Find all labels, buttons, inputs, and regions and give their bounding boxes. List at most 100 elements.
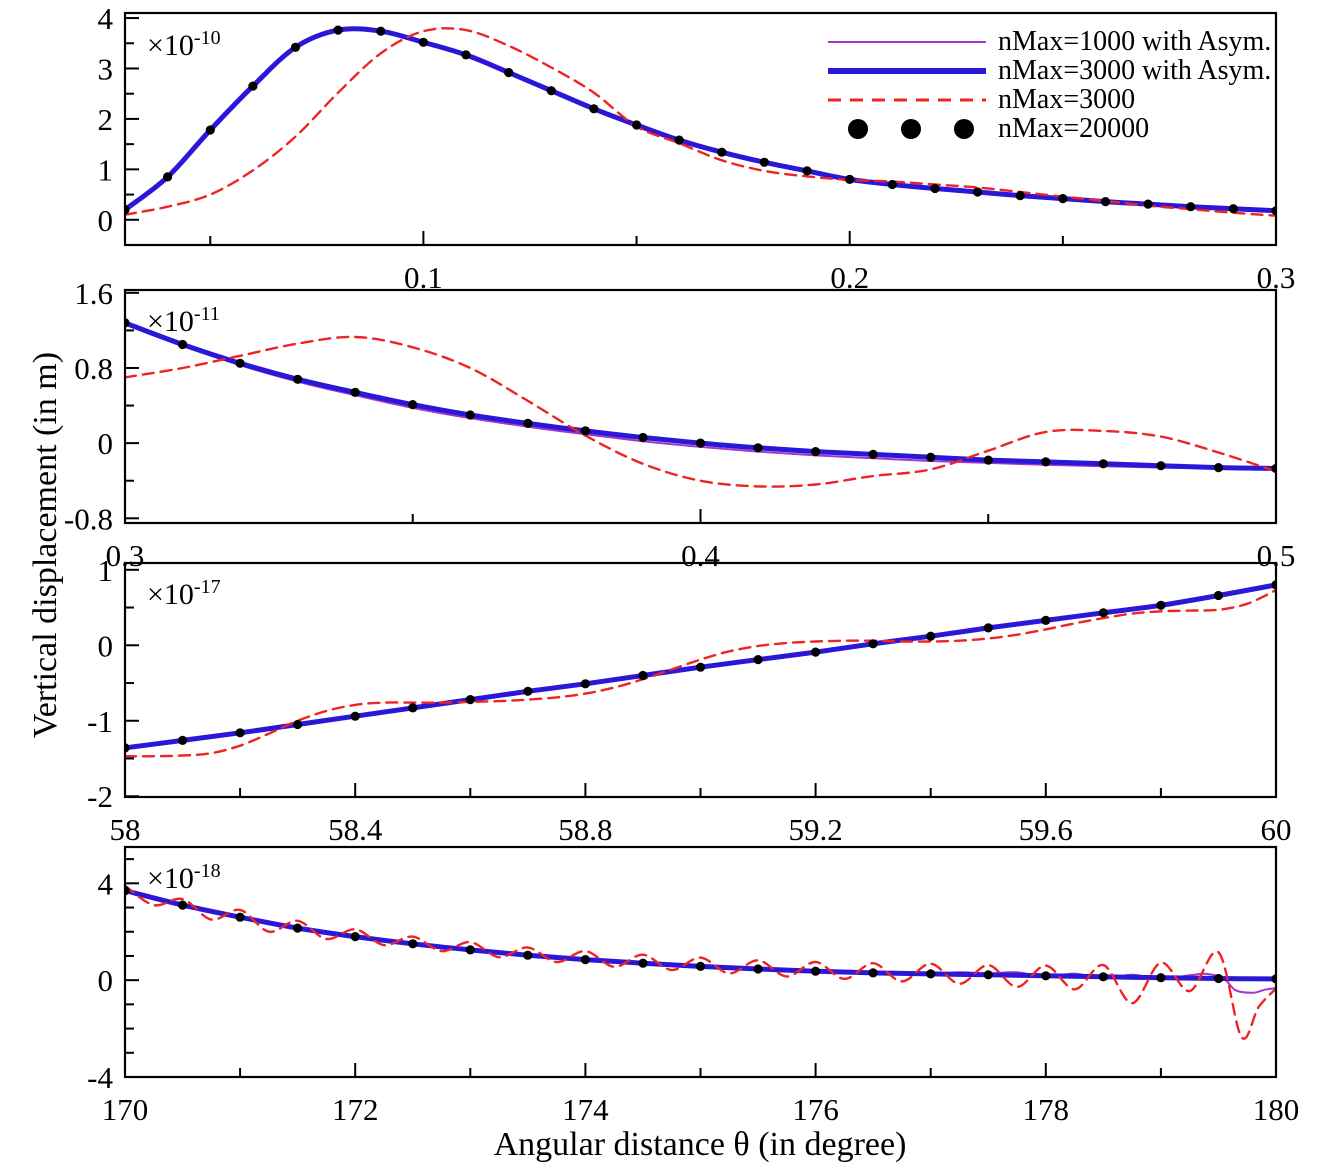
panel-1-dot-n20000 <box>845 174 855 184</box>
panel-2: 0.3 0.4 0.5-0.800.81.6 <box>64 276 1295 573</box>
panel-1-dot-n20000 <box>759 157 770 167</box>
scale-annotation-panel-1: ×10-10 <box>147 27 221 62</box>
panel-2-dot-n20000 <box>235 358 245 368</box>
panel-4-dot-n20000 <box>350 932 360 942</box>
panel-2-ytick-label: 1.6 <box>74 276 113 311</box>
panel-2-dot-n20000 <box>638 432 648 443</box>
legend-label: nMax=1000 with Asym. <box>998 26 1272 57</box>
panel-4-dot-n20000 <box>1213 973 1224 984</box>
panel-4: 170 172 174 176 178 180 -4 0 4 <box>87 845 1300 1127</box>
panel-3-ytick-label: -1 <box>87 704 113 739</box>
panel-1-dot-n20000 <box>632 120 642 130</box>
panel-3-series-n3000 <box>125 589 1276 758</box>
panel-4-dot-n20000 <box>523 950 533 960</box>
panel-1-dot-n20000 <box>461 50 471 60</box>
panel-4-xtick-label: 174 <box>562 1092 609 1127</box>
legend-marker-dashed-line <box>828 89 986 111</box>
panel-1-dot-n20000 <box>973 187 983 197</box>
panel-1-ytick-label: 1 <box>98 152 114 187</box>
panel-1-dot-n20000 <box>504 67 514 78</box>
panel-1-dot-n20000 <box>1015 191 1025 201</box>
panel-2-dot-n20000 <box>1271 463 1276 474</box>
panel-2-dot-n20000 <box>926 452 936 462</box>
panel-3-dot-n20000 <box>638 670 648 681</box>
panel-2-dot-n20000 <box>811 447 821 457</box>
panel-3-dot-n20000 <box>811 647 821 657</box>
panel-1-dot-n20000 <box>1228 204 1238 214</box>
panel-3-axes-box <box>123 561 1278 799</box>
panel-4-ytick-label: 0 <box>98 963 114 998</box>
panel-1-dot-n20000 <box>1143 199 1153 209</box>
panel-1-axes-box <box>123 11 1278 247</box>
panel-4-axes-box <box>123 845 1278 1079</box>
panel-1-dot-n20000 <box>802 166 812 176</box>
panel-4-dot-n20000 <box>125 886 130 896</box>
panel-2-series <box>125 318 1276 488</box>
panel-4-dot-n20000 <box>983 970 993 980</box>
panel-3-dot-n20000 <box>695 662 706 672</box>
panel-4-dot-n20000 <box>638 958 648 968</box>
panel-3-dot-n20000 <box>1156 600 1166 610</box>
panel-2-dot-n20000 <box>695 438 706 448</box>
panel-1-dot-n20000 <box>589 104 599 114</box>
panel-1-dot-n20000 <box>205 125 215 135</box>
panel-4-ytick-label: 4 <box>98 866 114 901</box>
panel-1-dot-n20000 <box>163 172 173 182</box>
panel-4-xtick-label: 176 <box>792 1092 839 1127</box>
panel-3-xtick-label: 58.8 <box>558 812 612 847</box>
panel-3-dot-n20000 <box>1041 615 1051 626</box>
panel-2-dot-n20000 <box>983 455 993 465</box>
scale-annotation-panel-4: ×10-18 <box>147 860 221 895</box>
panel-3-dot-n20000 <box>125 743 130 753</box>
x-axis-title: Angular distance θ (in degree) <box>493 1126 907 1163</box>
panel-2-dot-n20000 <box>1041 457 1051 467</box>
panel-1-dot-n20000 <box>674 135 684 145</box>
panel-3-dot-n20000 <box>235 728 245 738</box>
panel-2-dot-n20000 <box>465 410 475 420</box>
panel-2-dot-n20000 <box>868 449 878 459</box>
panel-3-dot-n20000 <box>753 655 763 665</box>
panel-1-ytick-label: 3 <box>98 51 114 86</box>
panel-3-dot-n20000 <box>580 679 591 689</box>
panel-1-dot-n20000 <box>1100 197 1111 207</box>
panel-2-dot-n20000 <box>753 443 763 453</box>
panel-1-series <box>125 25 1276 217</box>
panel-4-dot-n20000 <box>580 955 591 965</box>
panel-4-dot-n20000 <box>926 969 936 979</box>
panel-1-ytick-label: 2 <box>98 102 114 137</box>
panel-4-series <box>125 884 1276 1040</box>
legend-item-n20000: nMax=20000 <box>828 114 1271 143</box>
panel-3-dot-n20000 <box>983 623 993 633</box>
panel-4-xtick-label: 180 <box>1253 1092 1300 1127</box>
panel-4-dot-n20000 <box>235 912 245 922</box>
panel-1-dot-n20000 <box>125 205 130 215</box>
legend: nMax=1000 with Asym. nMax=3000 with Asym… <box>828 27 1271 143</box>
panel-3-ytick-label: -2 <box>87 779 113 814</box>
panel-3-xtick-label: 60 <box>1261 812 1292 847</box>
panel-3: 58 58.4 58.8 59.2 59.6 60 -2 -1 0 1 <box>87 553 1291 847</box>
panel-1-dot-n20000 <box>248 81 258 91</box>
legend-item-asym1000: nMax=1000 with Asym. <box>828 27 1271 56</box>
panel-4-series-n3000 <box>125 884 1276 1040</box>
panel-1-dot-n20000 <box>717 147 727 157</box>
panel-2-dot-n20000 <box>178 339 188 350</box>
panel-4-dot-n20000 <box>811 966 821 976</box>
panel-3-dot-n20000 <box>1271 580 1276 590</box>
panel-1-dot-n20000 <box>546 86 556 96</box>
panel-2-dot-n20000 <box>523 418 533 428</box>
panel-4-dot-n20000 <box>868 968 878 978</box>
panel-1-series-n3000 <box>125 27 1276 217</box>
panel-3-dot-n20000 <box>1098 608 1108 618</box>
panel-2-dot-n20000 <box>1098 459 1108 469</box>
panel-2-dot-n20000 <box>293 374 303 384</box>
panel-3-dot-n20000 <box>926 631 936 641</box>
legend-label: nMax=3000 <box>998 84 1136 115</box>
scale-annotation-panel-3: ×10-17 <box>147 576 221 611</box>
panel-4-xtick-label: 178 <box>1023 1092 1070 1127</box>
panel-4-dot-n20000 <box>1098 972 1108 982</box>
y-axis-title: Vertical displacement (in m) <box>27 351 64 739</box>
panel-3-xtick-label: 58 <box>110 812 141 847</box>
panel-3-xtick-label: 58.4 <box>328 812 383 847</box>
